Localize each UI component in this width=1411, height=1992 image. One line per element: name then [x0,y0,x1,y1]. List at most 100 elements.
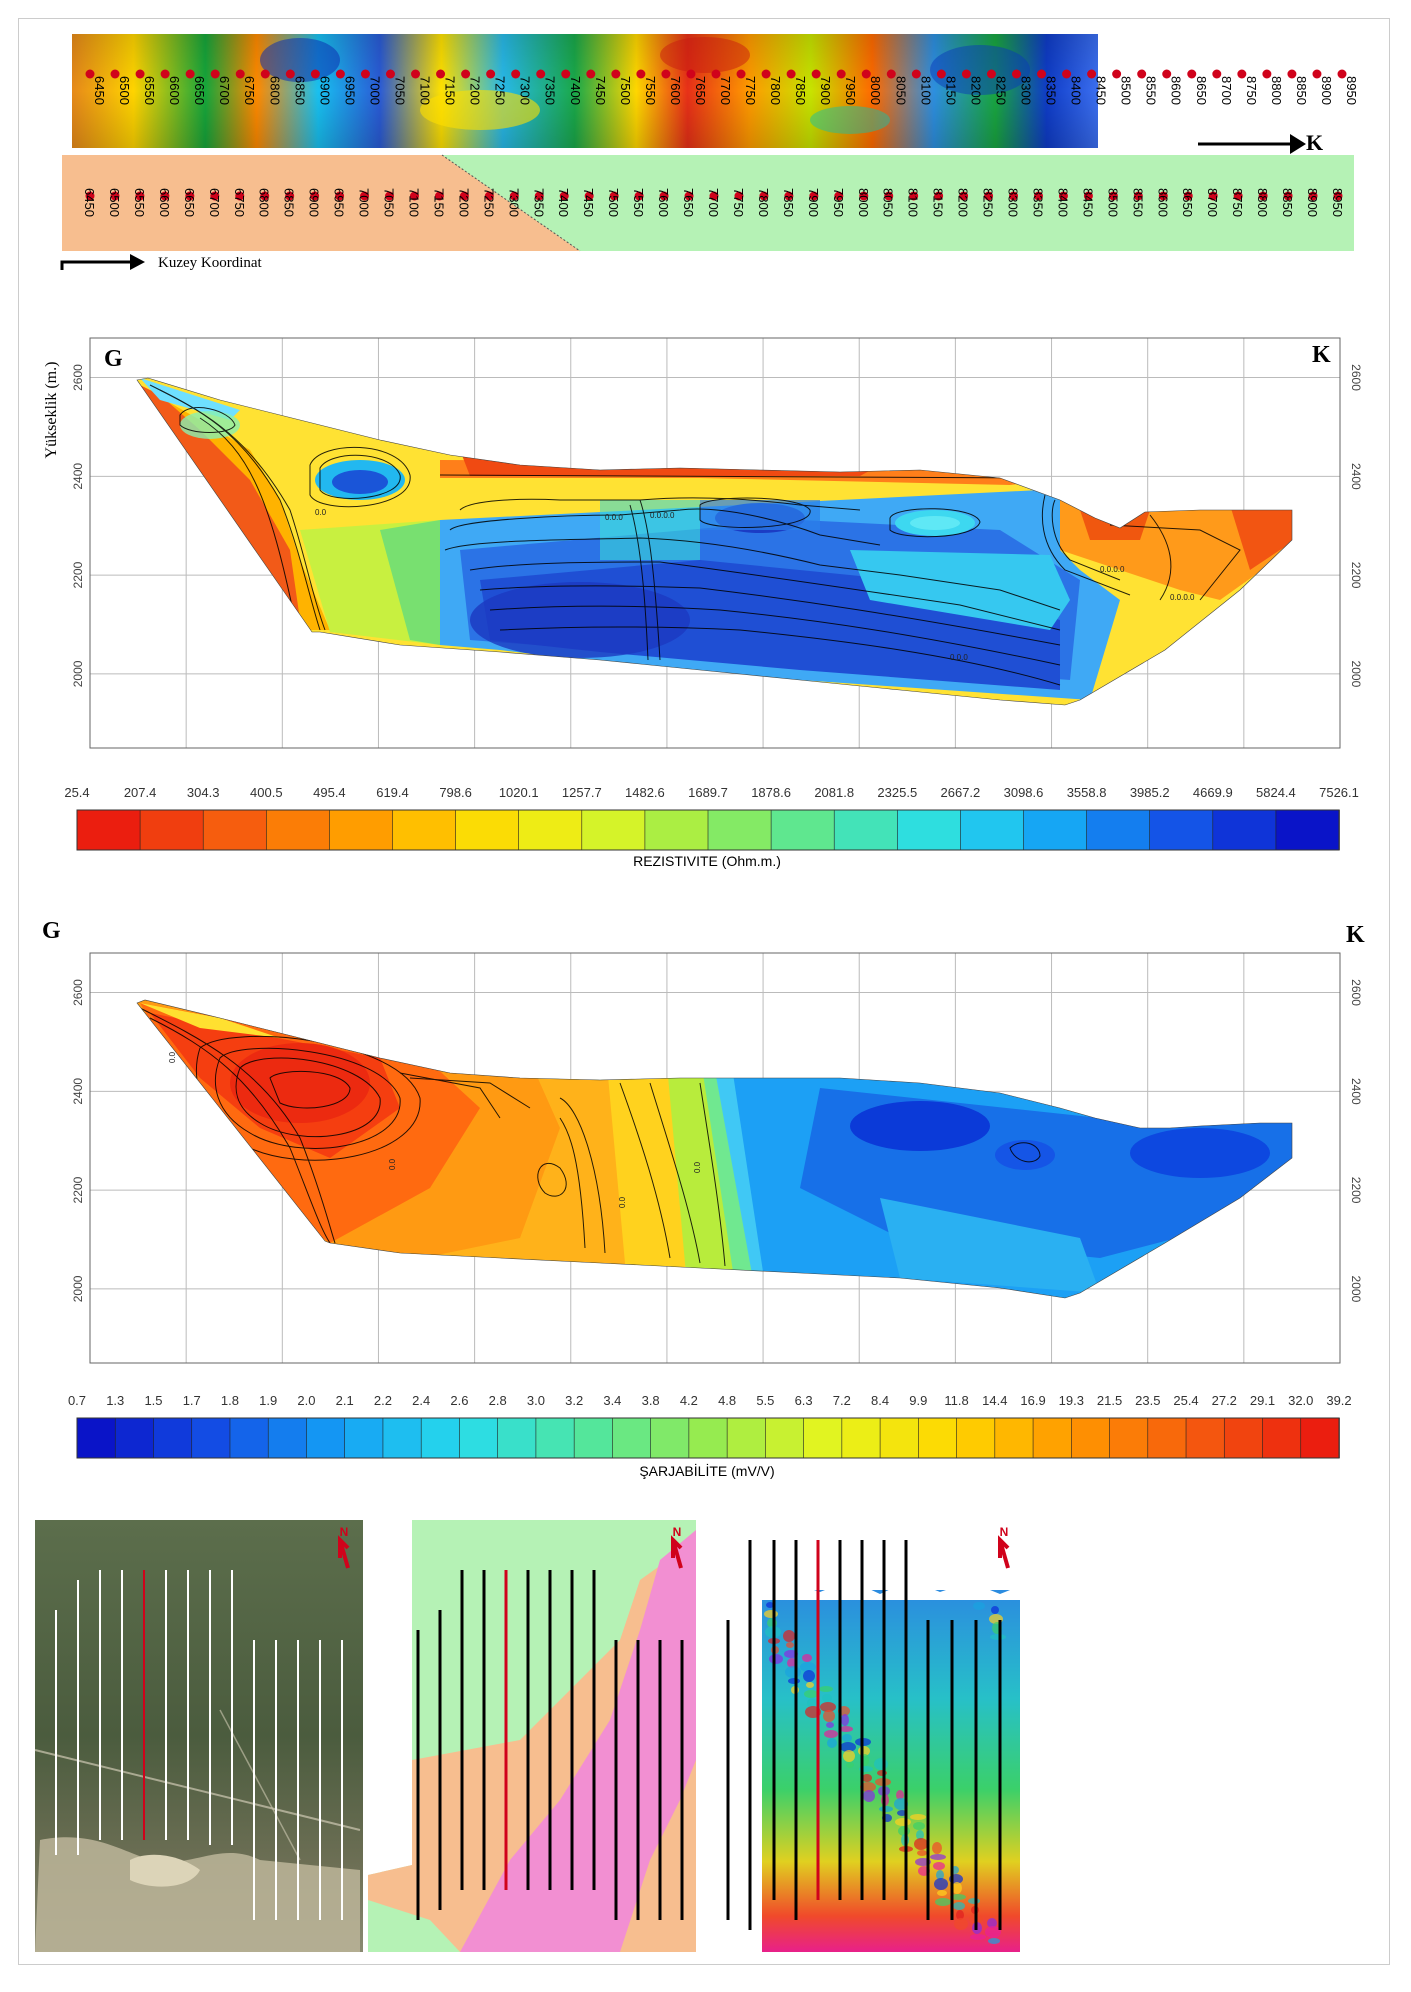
chargeability-section: 0.0 0.0 0.0 0.0 G K 2000 2000 2200 2200 2400 240… [42,918,1365,1479]
station-marker [636,69,646,79]
colorbar-tick-label: 207.4 [124,785,157,800]
station-label: 7250 [493,76,508,105]
y-tick-label-right: 2400 [1349,1078,1363,1105]
colorbar-tick-label: 27.2 [1212,1393,1237,1408]
station-marker [534,191,544,201]
colorbar-tick-label: 0.7 [68,1393,86,1408]
y-tick-label-left: 2200 [71,1176,85,1203]
station-marker [609,191,619,201]
station-marker [1337,69,1347,79]
station-label: 6650 [192,76,207,105]
station-marker [310,191,320,201]
colorbar-tick-label: 21.5 [1097,1393,1122,1408]
station-marker [1137,69,1147,79]
colorbar-swatch [879,1417,920,1459]
colorbar-swatch [688,1417,728,1459]
station-marker [360,191,370,201]
station-label: 7100 [418,76,433,105]
station-marker [1162,69,1172,79]
y-tick-label-left: 2400 [71,1078,85,1105]
station-marker [734,191,744,201]
station-label: 8750 [1230,188,1245,217]
colorbar-swatch [770,809,835,851]
station-marker [836,69,846,79]
station-label: 6850 [282,188,297,217]
station-label: 7200 [468,76,483,105]
colorbar-swatch [1071,1417,1111,1459]
station-label: 8550 [1130,188,1145,217]
station-label: 6550 [132,188,147,217]
coordinate-axis-arrow [60,260,140,270]
station-marker [260,69,270,79]
strip-north-label: K [1306,130,1323,155]
colorbar-swatch [833,809,899,851]
colorbar-swatch [1149,809,1214,851]
station-marker [434,191,444,201]
y-tick-label-left: 2000 [71,1275,85,1302]
station-marker [1083,191,1093,201]
station-marker [586,69,596,79]
station-label: 7900 [806,188,821,217]
station-label: 8600 [1169,76,1184,105]
station-marker [561,69,571,79]
chargeability-corner-left: G [42,918,61,944]
station-marker [909,191,919,201]
station-marker [1108,191,1118,201]
station-label: 7150 [443,76,458,105]
station-label: 7850 [781,188,796,217]
colorbar-swatch [765,1417,805,1459]
colorbar-swatch [1300,1417,1340,1459]
station-label: 7050 [392,76,407,105]
colorbar-swatch [329,809,394,851]
station-label: 7650 [681,188,696,217]
colorbar-tick-label: 9.9 [909,1393,927,1408]
station-label: 7800 [768,76,783,105]
y-tick-label-left: 2000 [71,660,85,687]
station-label: 7950 [843,76,858,105]
colorbar-swatch [650,1417,690,1459]
station-marker [110,69,120,79]
station-marker [1333,191,1343,201]
station-marker [285,69,295,79]
station-marker [659,191,669,201]
colorbar-tick-label: 798.6 [439,785,472,800]
station-label: 8400 [1069,76,1084,105]
station-marker [235,191,245,201]
colorbar-swatch [153,1417,193,1459]
station-label: 6750 [242,76,257,105]
station-label: 7450 [593,76,608,105]
station-marker [709,191,719,201]
station-marker [1212,69,1222,79]
station-marker [160,69,170,79]
resistivity-corner-left: G [104,346,123,372]
station-label: 8950 [1330,188,1345,217]
station-marker [260,191,270,201]
station-label: 7400 [556,188,571,217]
y-tick-label-right: 2000 [1349,1276,1363,1303]
station-marker [634,191,644,201]
colorbar-swatch [918,1417,958,1459]
colorbar-tick-label: 32.0 [1288,1393,1313,1408]
station-marker [185,69,195,79]
station-label: 7150 [431,188,446,217]
station-marker [934,191,944,201]
contour-label: 0.0 [618,1196,627,1208]
north-arrow-icon: N [998,1525,1010,1569]
colorbar-swatch [726,1417,767,1459]
station-marker [335,69,345,79]
north-label: N [340,1525,349,1539]
colorbar-swatch [265,809,331,851]
station-label: 6600 [167,76,182,105]
colorbar-tick-label: 2.8 [489,1393,507,1408]
colorbar-swatch [76,809,141,851]
colorbar-swatch [306,1417,346,1459]
station-marker [1312,69,1322,79]
colorbar-swatch [644,809,709,851]
colorbar-tick-label: 1689.7 [688,785,728,800]
resistivity-y-ticks: 2000 2000 2200 2200 2400 2400 2600 2600 [71,364,1363,688]
colorbar-tick-label: 7.2 [833,1393,851,1408]
station-label: 8250 [993,76,1008,105]
y-tick-label-right: 2200 [1349,562,1363,589]
colorbar-tick-label: 16.9 [1020,1393,1045,1408]
